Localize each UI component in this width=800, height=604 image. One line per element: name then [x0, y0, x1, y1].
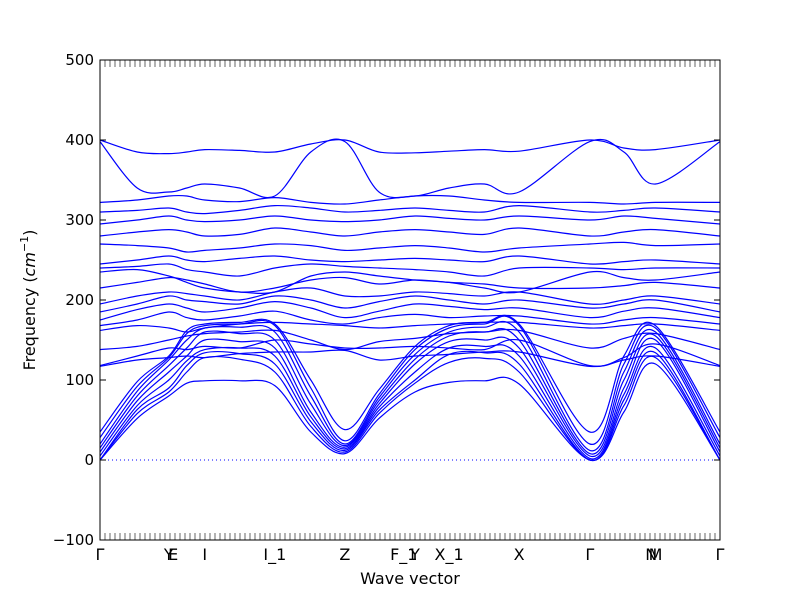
x-tick-label: X [514, 545, 525, 564]
x-tick-label: Γ [96, 545, 105, 564]
band-line-17 [99, 287, 721, 305]
band-line-23 [99, 227, 721, 237]
band-line-3 [99, 350, 721, 461]
band-line-19 [99, 268, 721, 294]
y-axis-label-main: Frequency ( [20, 276, 39, 370]
band-line-15 [99, 300, 721, 321]
y-tick-label: 200 [65, 291, 94, 309]
band-line-25 [99, 204, 721, 215]
x-tick-label: Γ [585, 545, 594, 564]
x-tick-label: N [645, 545, 657, 564]
x-tick-label: Γ [716, 545, 725, 564]
y-tick-label: 400 [65, 131, 94, 149]
band-line-20 [99, 263, 721, 277]
band-line-12 [99, 328, 721, 351]
x-axis-ticks: Γ YE I I_1 Z F_1Y X_1 X Γ NM Γ [96, 60, 725, 565]
y-tick-label: 500 [65, 51, 94, 69]
band-line-2 [99, 355, 721, 461]
band-line-4 [99, 344, 721, 460]
y-axis-label-exponent: −1 [18, 236, 31, 252]
x-tick-label: Z [339, 545, 350, 564]
band-line-24 [99, 215, 721, 225]
band-line-1 [99, 362, 721, 461]
x-tick-label: M [649, 545, 663, 564]
band-line-7 [99, 320, 721, 452]
y-tick-label: 0 [84, 451, 94, 469]
band-lines [99, 138, 721, 461]
band-line-26 [99, 194, 721, 205]
x-tick-label: Y [163, 545, 174, 564]
band-line-6 [99, 328, 721, 455]
x-tick-label: Y [409, 545, 420, 564]
y-axis-label-unit: cm [20, 252, 39, 276]
y-tick-label: −100 [53, 531, 94, 549]
band-line-22 [99, 241, 721, 253]
band-line-18 [99, 276, 721, 293]
x-tick-label: E [168, 545, 178, 564]
band-line-14 [99, 310, 721, 327]
band-line-11 [99, 338, 721, 367]
y-tick-label: 100 [65, 371, 94, 389]
y-tick-label: 300 [65, 211, 94, 229]
x-tick-label: F_1 [390, 545, 417, 565]
band-line-13 [99, 321, 721, 333]
x-tick-label: I [202, 545, 207, 564]
band-line-21 [99, 255, 721, 265]
band-line-8 [99, 315, 721, 445]
y-axis-label-close: ) [20, 230, 39, 236]
x-axis-label: Wave vector [360, 569, 460, 588]
band-line-28 [99, 139, 721, 155]
band-line-16 [99, 295, 721, 313]
y-axis-ticks: −100 0 100 200 300 400 500 [53, 51, 720, 549]
band-line-9 [99, 314, 721, 433]
y-axis-label: Frequency (cm−1) [18, 230, 39, 371]
x-tick-label: X_1 [434, 545, 463, 565]
x-tick-label: I_1 [263, 545, 286, 565]
